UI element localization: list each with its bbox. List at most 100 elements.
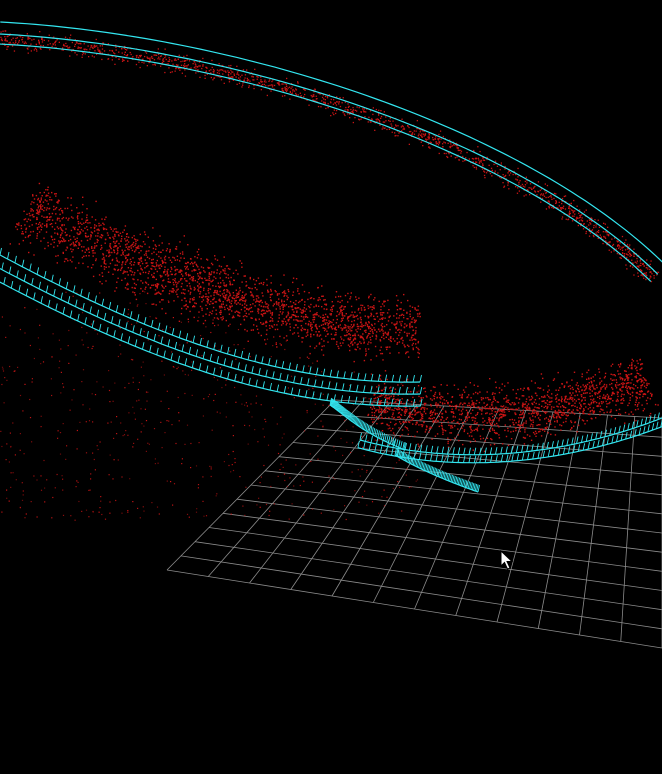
map-point xyxy=(458,418,461,420)
map-point xyxy=(313,99,315,101)
map-point xyxy=(99,52,101,54)
map-point xyxy=(162,58,164,60)
map-point xyxy=(256,78,258,80)
map-point xyxy=(0,39,3,41)
map-point xyxy=(394,135,396,137)
map-point xyxy=(271,313,273,315)
map-point xyxy=(18,222,20,224)
map-point xyxy=(379,124,381,126)
map-point xyxy=(383,111,385,113)
map-point xyxy=(579,407,582,410)
map-point xyxy=(95,45,97,47)
map-point xyxy=(564,401,566,403)
map-point xyxy=(134,250,136,253)
map-point xyxy=(225,285,227,287)
map-point xyxy=(304,310,306,312)
map-point xyxy=(598,391,600,393)
map-point xyxy=(503,397,505,400)
map-point xyxy=(159,58,161,60)
map-point xyxy=(411,413,414,416)
map-point xyxy=(63,43,65,46)
map-point xyxy=(146,65,148,67)
map-point xyxy=(117,268,120,271)
map-point xyxy=(338,347,340,350)
map-point xyxy=(621,402,624,404)
map-point xyxy=(16,223,18,225)
map-point xyxy=(30,203,32,205)
map-point xyxy=(262,295,264,297)
map-point xyxy=(256,300,258,302)
map-point xyxy=(644,379,646,381)
map-point xyxy=(437,138,439,140)
map-point xyxy=(35,222,37,225)
map-point xyxy=(71,250,73,253)
map-point xyxy=(225,284,228,286)
map-point xyxy=(23,218,25,221)
map-point xyxy=(374,297,376,299)
map-point xyxy=(131,244,133,246)
map-point xyxy=(27,36,29,38)
map-point xyxy=(372,421,374,423)
map-point xyxy=(323,299,325,301)
map-point xyxy=(67,219,69,221)
map-point xyxy=(196,264,198,267)
map-point xyxy=(281,313,283,315)
map-point xyxy=(373,398,375,400)
map-point xyxy=(376,120,378,122)
map-point xyxy=(340,309,342,311)
map-point xyxy=(67,197,69,199)
map-point xyxy=(62,252,64,254)
map-point xyxy=(255,301,257,303)
map-point xyxy=(389,346,391,348)
map-point xyxy=(187,318,189,320)
map-point xyxy=(450,427,452,429)
map-point xyxy=(323,316,326,319)
map-point xyxy=(476,399,478,402)
map-point xyxy=(122,261,124,263)
map-point xyxy=(626,253,628,255)
map-point xyxy=(61,237,64,239)
map-point xyxy=(167,268,169,271)
map-point xyxy=(547,406,549,408)
map-point xyxy=(320,106,322,108)
map-point xyxy=(57,202,59,204)
map-point xyxy=(311,323,313,326)
map-point xyxy=(360,321,362,323)
map-point xyxy=(295,324,297,326)
map-point xyxy=(158,56,160,58)
map-point xyxy=(475,161,477,163)
map-point xyxy=(405,421,408,423)
map-point xyxy=(120,238,123,240)
map-point-cloud xyxy=(0,30,660,521)
map-point xyxy=(247,79,249,81)
map-point xyxy=(243,80,245,82)
map-point xyxy=(356,110,358,112)
map-point xyxy=(563,385,566,387)
map-point xyxy=(198,287,200,289)
map-point xyxy=(361,335,363,338)
map-point xyxy=(523,414,525,416)
map-point xyxy=(120,269,122,271)
map-point xyxy=(576,431,578,433)
map-point xyxy=(290,87,292,90)
map-point xyxy=(165,58,167,61)
map-point xyxy=(631,358,633,361)
map-point xyxy=(124,51,126,53)
map-point xyxy=(167,278,170,280)
map-point xyxy=(636,381,639,383)
map-point xyxy=(95,259,97,262)
map-point xyxy=(229,76,231,78)
map-point xyxy=(172,63,174,65)
map-point xyxy=(641,273,643,276)
map-point xyxy=(546,407,548,410)
map-point xyxy=(481,406,484,408)
map-point xyxy=(489,419,491,421)
map-point xyxy=(643,382,645,384)
map-point xyxy=(192,277,195,280)
map-point xyxy=(81,211,83,214)
map-point xyxy=(504,429,506,432)
map-point xyxy=(598,368,600,370)
map-point xyxy=(82,203,84,206)
